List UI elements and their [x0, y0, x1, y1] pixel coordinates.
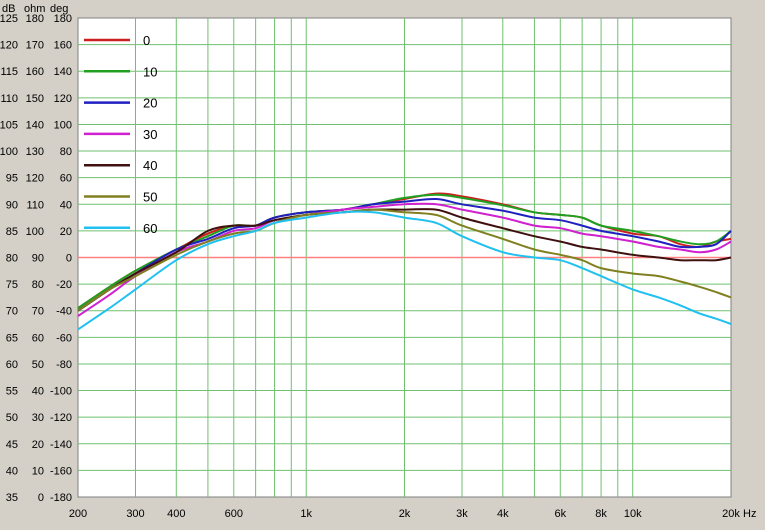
x-tick-label: 1k: [300, 508, 312, 520]
y-tick-db: 110: [0, 93, 18, 105]
series-line-50: [77, 208, 732, 312]
y-tick-ohm: 160: [26, 66, 44, 78]
y-tick-deg: -40: [56, 306, 72, 318]
legend-label-30: 30: [143, 127, 157, 142]
y-tick-db: 85: [6, 226, 18, 238]
y-tick-deg: 180: [54, 13, 72, 25]
y-tick-deg: 20: [60, 226, 72, 238]
x-tick-label: 10k: [624, 508, 642, 520]
y-tick-db: 115: [0, 66, 18, 78]
y-tick-db: 55: [6, 386, 18, 398]
legend-label-50: 50: [143, 190, 157, 205]
legend: 0 10 20 30 40 50 60: [84, 33, 157, 236]
y-tick-ohm: 130: [26, 146, 44, 158]
y-axis-labels: dB ohm deg 125 180 180 120 170 160 115 160 140 11…: [0, 3, 72, 504]
y-tick-ohm: 150: [26, 93, 44, 105]
y-tick-ohm: 140: [26, 119, 44, 131]
y-tick-db: 95: [6, 173, 18, 185]
y-tick-db: 105: [0, 119, 18, 131]
legend-label-20: 20: [143, 96, 157, 111]
x-tick-label: 600: [225, 508, 243, 520]
y-tick-deg: 160: [54, 40, 72, 52]
y-tick-db: 120: [0, 40, 18, 52]
y-tick-ohm: 0: [38, 492, 44, 504]
x-tick-label: 300: [126, 508, 144, 520]
y-tick-db: 75: [6, 279, 18, 291]
y-tick-db: 60: [6, 359, 18, 371]
y-tick-deg: 140: [54, 66, 72, 78]
y-tick-ohm: 50: [32, 359, 44, 371]
legend-label-10: 10: [143, 64, 157, 79]
x-tick-label: 2k: [399, 508, 411, 520]
x-tick-label: 4k: [497, 508, 509, 520]
y-tick-ohm: 20: [32, 439, 44, 451]
y-tick-db: 90: [6, 199, 18, 211]
y-tick-ohm: 70: [32, 306, 44, 318]
y-tick-db: 45: [6, 439, 18, 451]
x-tick-label: 20k: [722, 508, 740, 520]
y-tick-ohm: 10: [32, 465, 44, 477]
y-tick-db: 65: [6, 332, 18, 344]
y-tick-deg: -140: [50, 439, 72, 451]
y-tick-ohm: 100: [26, 226, 44, 238]
y-tick-deg: -160: [50, 465, 72, 477]
y-tick-db: 35: [6, 492, 18, 504]
series-line-60: [77, 210, 732, 331]
y-tick-db: 50: [6, 412, 18, 424]
y-tick-ohm: 170: [26, 40, 44, 52]
y-tick-deg: 0: [66, 253, 72, 265]
y-tick-ohm: 90: [32, 253, 44, 265]
y-tick-ohm: 30: [32, 412, 44, 424]
y-tick-deg: -180: [50, 492, 72, 504]
x-tick-label: 400: [167, 508, 185, 520]
legend-label-40: 40: [143, 158, 157, 173]
db-header: dB: [2, 3, 15, 15]
ohm-header: ohm: [24, 3, 45, 15]
y-tick-deg: 120: [54, 93, 72, 105]
y-tick-db: 100: [0, 146, 18, 158]
y-tick-db: 80: [6, 253, 18, 265]
x-tick-label: 3k: [456, 508, 468, 520]
series-line-10: [77, 193, 732, 309]
x-axis-labels: Hz 200 300 400 600 1k 2k 3k 4k 6k 8k 10k 20k: [69, 508, 757, 520]
y-tick-deg: -60: [56, 332, 72, 344]
y-tick-deg: -120: [50, 412, 72, 424]
y-tick-deg: 60: [60, 173, 72, 185]
y-tick-ohm: 40: [32, 386, 44, 398]
y-tick-deg: 80: [60, 146, 72, 158]
y-tick-deg: -80: [56, 359, 72, 371]
deg-header: deg: [50, 3, 68, 15]
y-tick-deg: -20: [56, 279, 72, 291]
y-tick-deg: 40: [60, 199, 72, 211]
y-tick-db: 70: [6, 306, 18, 318]
y-tick-ohm: 80: [32, 279, 44, 291]
y-tick-db: 125: [0, 13, 18, 25]
x-tick-label: 6k: [554, 508, 566, 520]
legend-label-60: 60: [143, 221, 157, 236]
y-tick-db: 40: [6, 465, 18, 477]
x-tick-label: 8k: [595, 508, 607, 520]
series-layer: [77, 192, 732, 331]
y-tick-deg: 100: [54, 119, 72, 131]
y-tick-ohm: 110: [26, 199, 44, 211]
y-tick-ohm: 120: [26, 173, 44, 185]
horizontal-grid: [78, 44, 731, 471]
legend-label-0: 0: [143, 33, 150, 48]
x-tick-label: 200: [69, 508, 87, 520]
series-line-40: [77, 208, 732, 312]
series-line-20: [77, 197, 732, 312]
y-tick-ohm: 60: [32, 332, 44, 344]
y-tick-deg: -100: [50, 386, 72, 398]
x-unit-label: Hz: [743, 508, 756, 520]
y-tick-ohm: 180: [26, 13, 44, 25]
